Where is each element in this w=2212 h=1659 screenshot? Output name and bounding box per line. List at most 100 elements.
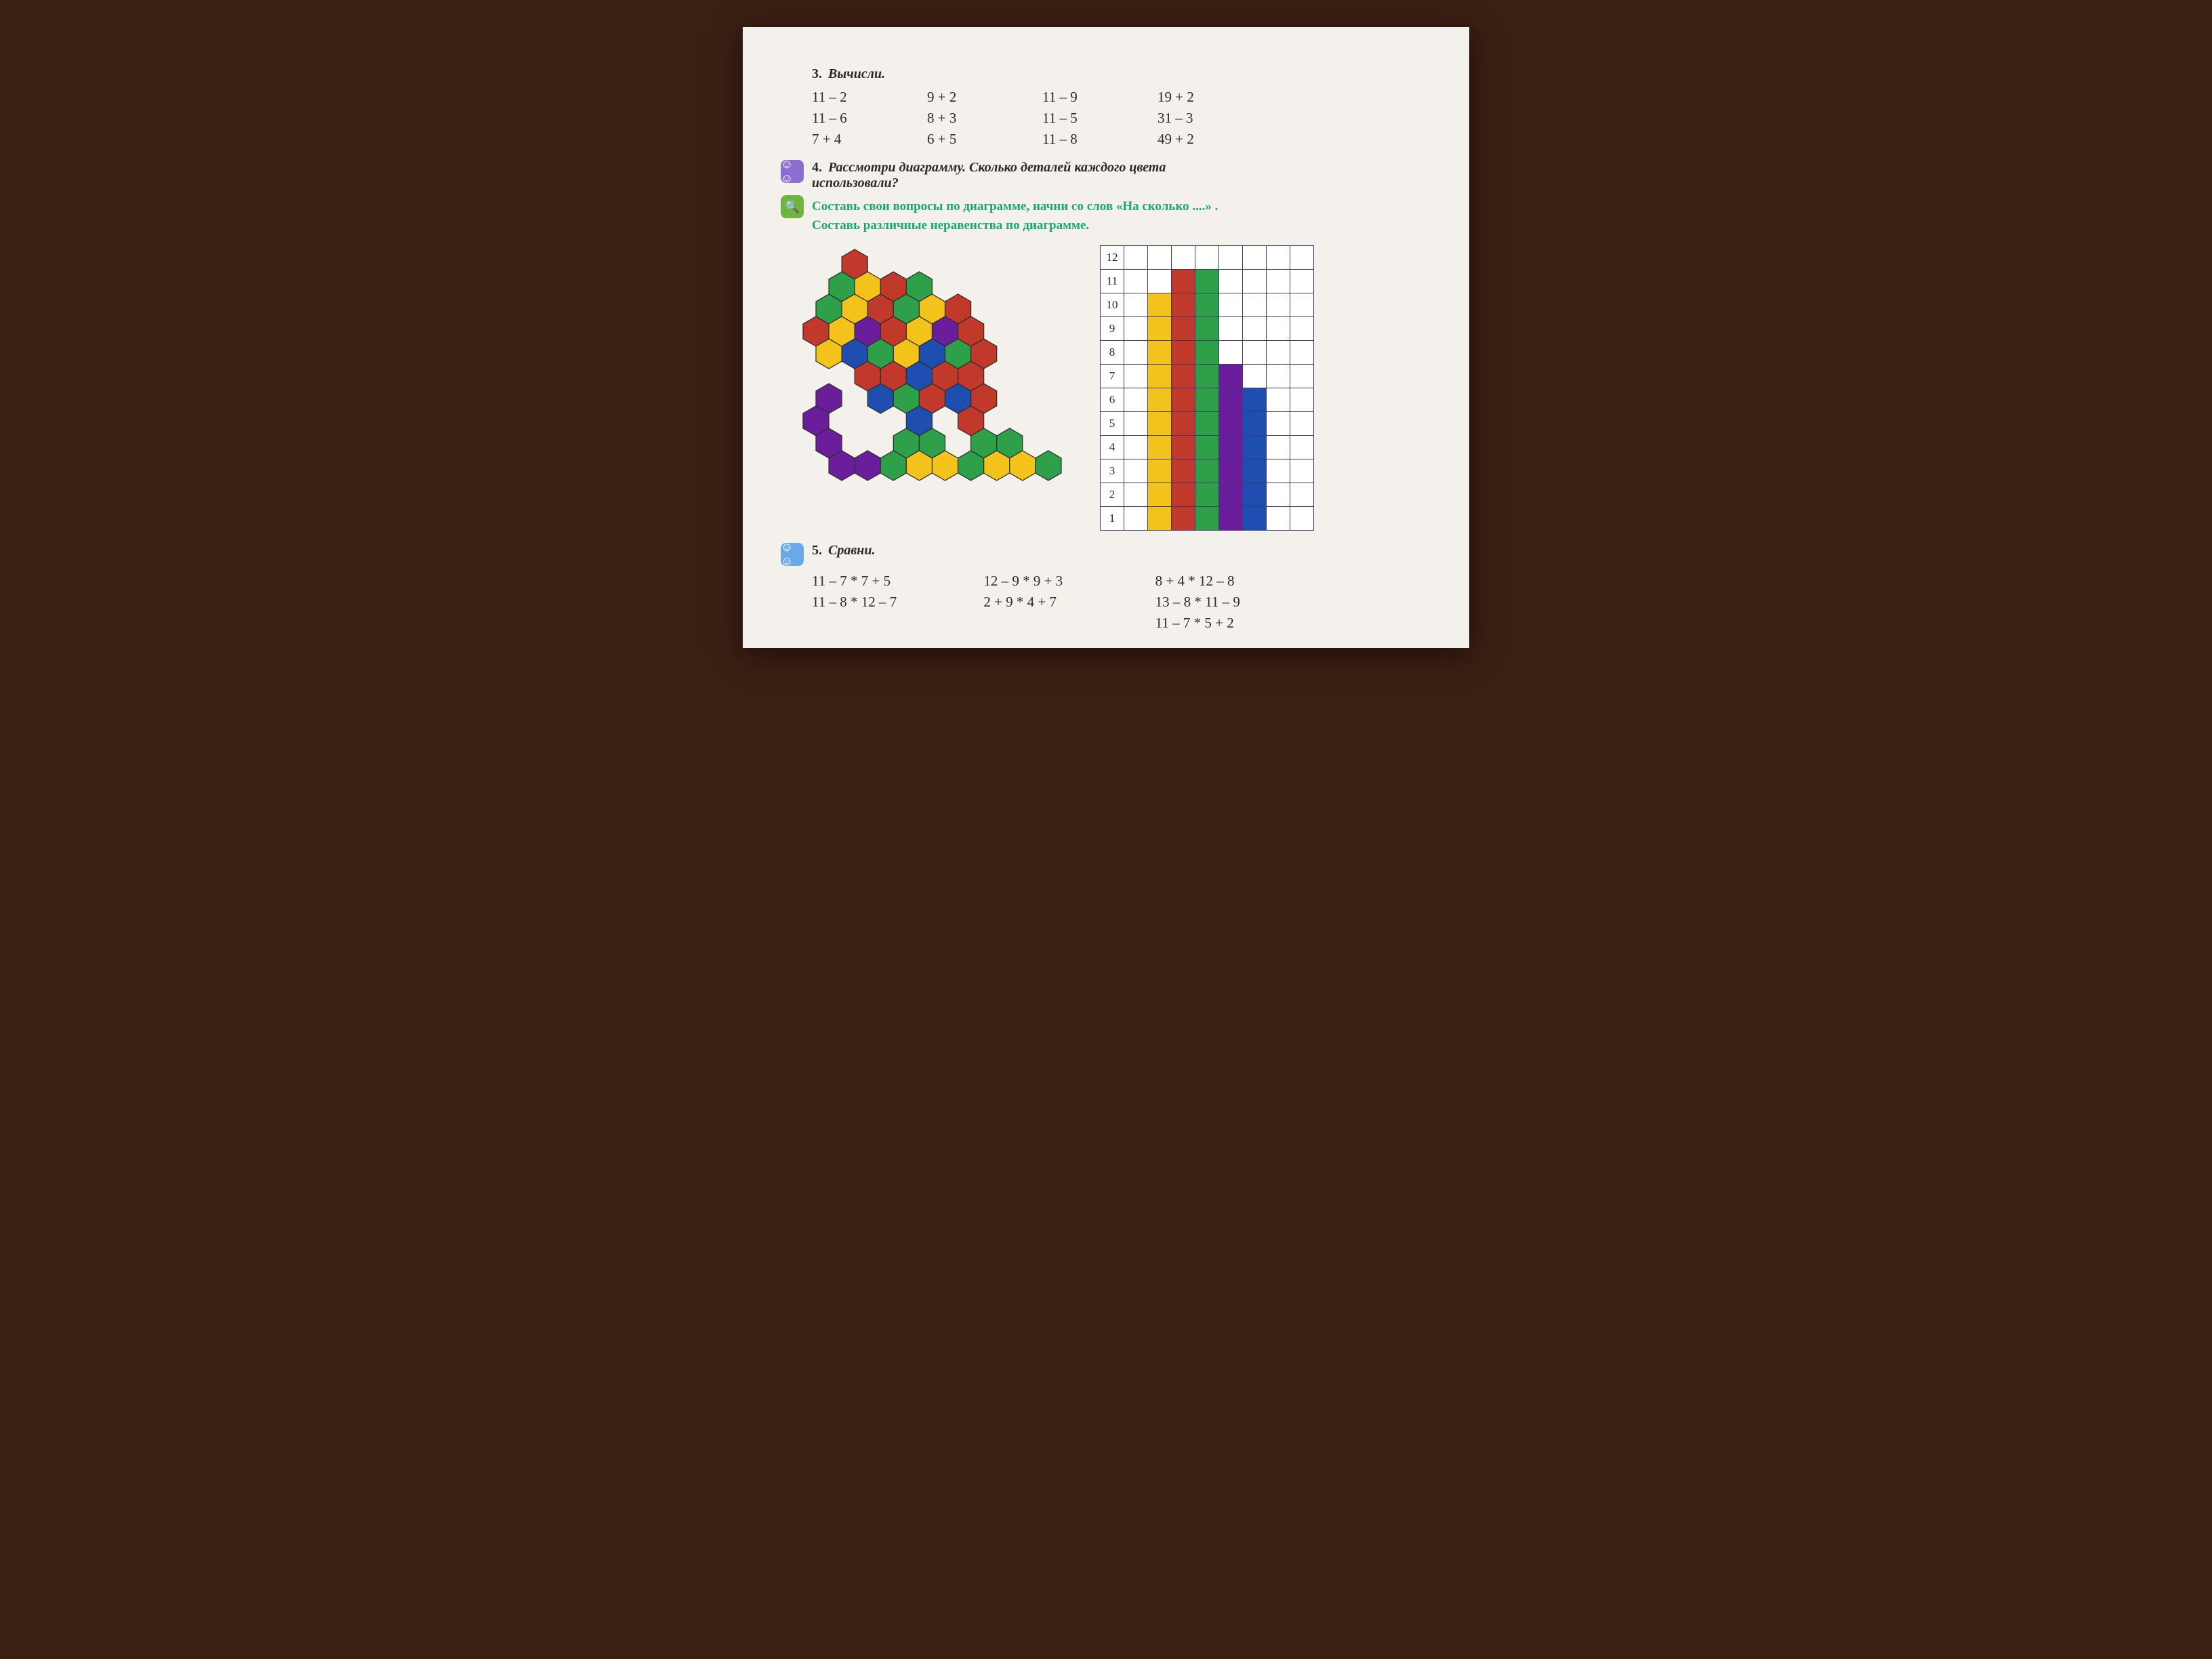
- chart-cell: [1219, 246, 1243, 270]
- chart-cell: [1195, 293, 1219, 317]
- chart-cell: [1267, 412, 1290, 436]
- explore-icon: 🔍: [781, 195, 804, 218]
- task3-title: 3. Вычисли.: [812, 66, 885, 82]
- hexagon-svg: [797, 245, 1067, 485]
- y-axis-label: 3: [1101, 459, 1124, 483]
- hex-green: [1036, 451, 1061, 480]
- y-axis-label: 7: [1101, 365, 1124, 388]
- chart-cell: [1267, 507, 1290, 531]
- y-axis-label: 12: [1101, 246, 1124, 270]
- y-axis-label: 11: [1101, 270, 1124, 293]
- chart-cell: [1148, 459, 1172, 483]
- chart-cell: [1148, 507, 1172, 531]
- chart-cell: [1172, 412, 1195, 436]
- task4-instruction-1: Составь свои вопросы по диаграмме, начни…: [812, 199, 1431, 214]
- pair-work-icon-2: ☺☺: [781, 543, 804, 566]
- chart-cell: [1290, 293, 1314, 317]
- chart-cell: [1124, 412, 1148, 436]
- task3-title-text: Вычисли.: [828, 66, 885, 81]
- compare-expression: 13 – 8 * 11 – 9: [1155, 594, 1300, 611]
- chart-cell: [1172, 246, 1195, 270]
- bar-chart-table: 121110987654321: [1100, 245, 1314, 531]
- task4-header: ☺☺ 4. Рассмотри диаграмму. Сколько детал…: [781, 160, 1431, 191]
- chart-cell: [1195, 483, 1219, 507]
- compare-expression: 11 – 8 * 12 – 7: [812, 594, 956, 611]
- task5-header: ☺☺ 5. Сравни.: [781, 543, 1431, 566]
- chart-cell: [1124, 293, 1148, 317]
- chart-cell: [1124, 483, 1148, 507]
- chart-cell: [1267, 317, 1290, 341]
- chart-cell: [1172, 459, 1195, 483]
- chart-cell: [1148, 388, 1172, 412]
- chart-cell: [1267, 483, 1290, 507]
- task4-instruction-2: Составь различные неравенства по диаграм…: [812, 218, 1431, 233]
- y-axis-label: 5: [1101, 412, 1124, 436]
- chart-cell: [1148, 483, 1172, 507]
- chart-cell: [1243, 388, 1267, 412]
- chart-cell: [1148, 293, 1172, 317]
- chart-cell: [1290, 483, 1314, 507]
- chart-cell: [1219, 317, 1243, 341]
- expression: 11 – 5: [1042, 110, 1130, 127]
- compare-expression: 8 + 4 * 12 – 8: [1155, 573, 1300, 590]
- chart-cell: [1195, 270, 1219, 293]
- chart-cell: [1219, 412, 1243, 436]
- y-axis-label: 9: [1101, 317, 1124, 341]
- task3-expressions: 11 – 29 + 211 – 919 + 211 – 68 + 311 – 5…: [812, 89, 1246, 148]
- chart-cell: [1267, 246, 1290, 270]
- chart-cell: [1148, 436, 1172, 459]
- chart-cell: [1124, 365, 1148, 388]
- chart-cell: [1195, 507, 1219, 531]
- chart-cell: [1148, 246, 1172, 270]
- chart-cell: [1290, 436, 1314, 459]
- chart-cell: [1172, 388, 1195, 412]
- chart-cell: [1195, 246, 1219, 270]
- chart-cell: [1195, 365, 1219, 388]
- chart-cell: [1219, 459, 1243, 483]
- chart-cell: [1124, 436, 1148, 459]
- chart-cell: [1124, 388, 1148, 412]
- chart-cell: [1172, 436, 1195, 459]
- chart-cell: [1267, 388, 1290, 412]
- y-axis-label: 6: [1101, 388, 1124, 412]
- hexagon-figure: [797, 245, 1067, 488]
- task5-title-text: Сравни.: [828, 543, 876, 558]
- task4-title: 4. Рассмотри диаграмму. Сколько деталей …: [812, 160, 1166, 191]
- chart-cell: [1124, 341, 1148, 365]
- compare-expression: [983, 615, 1128, 632]
- chart-cell: [1219, 341, 1243, 365]
- y-axis-label: 8: [1101, 341, 1124, 365]
- chart-cell: [1172, 507, 1195, 531]
- chart-cell: [1290, 412, 1314, 436]
- chart-cell: [1243, 317, 1267, 341]
- task4-figures: 121110987654321: [797, 245, 1431, 531]
- chart-cell: [1195, 341, 1219, 365]
- expression: 19 + 2: [1158, 89, 1246, 106]
- chart-cell: [1290, 388, 1314, 412]
- expression: 11 – 8: [1042, 131, 1130, 148]
- chart-cell: [1290, 317, 1314, 341]
- chart-cell: [1124, 507, 1148, 531]
- chart-cell: [1290, 270, 1314, 293]
- expression: 11 – 2: [812, 89, 900, 106]
- chart-cell: [1148, 412, 1172, 436]
- chart-cell: [1243, 507, 1267, 531]
- chart-cell: [1243, 293, 1267, 317]
- chart-cell: [1219, 436, 1243, 459]
- chart-cell: [1195, 459, 1219, 483]
- chart-cell: [1124, 270, 1148, 293]
- expression: 9 + 2: [927, 89, 1015, 106]
- y-axis-label: 1: [1101, 507, 1124, 531]
- compare-expression: 11 – 7 * 7 + 5: [812, 573, 956, 590]
- expression: 7 + 4: [812, 131, 900, 148]
- chart-cell: [1267, 270, 1290, 293]
- chart-cell: [1219, 388, 1243, 412]
- task5-number: 5.: [812, 543, 822, 558]
- chart-cell: [1195, 317, 1219, 341]
- chart-cell: [1290, 365, 1314, 388]
- chart-cell: [1124, 246, 1148, 270]
- task4-number: 4.: [812, 160, 822, 175]
- chart-cell: [1267, 459, 1290, 483]
- chart-cell: [1267, 436, 1290, 459]
- task4-title-line2: использовали?: [812, 176, 899, 190]
